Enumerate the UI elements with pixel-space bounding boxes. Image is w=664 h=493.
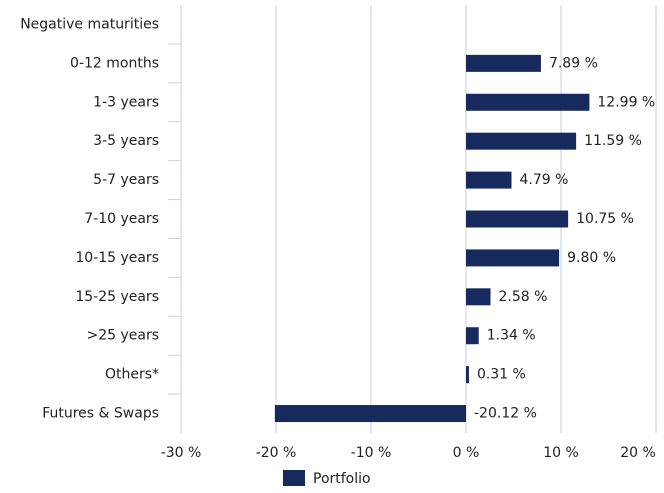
legend-label: Portfolio bbox=[313, 471, 371, 487]
bar bbox=[466, 54, 541, 72]
data-label: 11.59 % bbox=[584, 133, 642, 149]
y-tick-label: 3-5 years bbox=[93, 133, 159, 149]
data-label: 4.79 % bbox=[520, 172, 569, 188]
bar bbox=[466, 288, 491, 306]
data-label: -20.12 % bbox=[474, 406, 537, 422]
y-tick-label: 7-10 years bbox=[84, 211, 159, 227]
bar bbox=[466, 132, 577, 150]
x-tick-label: -10 % bbox=[351, 445, 392, 461]
y-tick-label: 0-12 months bbox=[70, 55, 159, 71]
bar bbox=[466, 249, 560, 267]
bar bbox=[466, 93, 590, 111]
data-label: 0.31 % bbox=[477, 367, 526, 383]
x-tick-label: -30 % bbox=[161, 445, 202, 461]
data-label: 2.58 % bbox=[499, 289, 548, 305]
y-tick-label: Others* bbox=[105, 367, 159, 383]
x-tick-label: -20 % bbox=[256, 445, 297, 461]
legend-swatch bbox=[283, 470, 305, 486]
x-tick-label: 10 % bbox=[543, 445, 579, 461]
y-tick-label: 1-3 years bbox=[93, 94, 159, 110]
bar bbox=[466, 327, 479, 345]
x-tick-label: 0 % bbox=[453, 445, 480, 461]
y-tick-label: Futures & Swaps bbox=[42, 406, 159, 422]
data-label: 1.34 % bbox=[487, 328, 536, 344]
bar bbox=[274, 405, 466, 423]
y-tick-label: 10-15 years bbox=[75, 250, 159, 266]
data-label: 7.89 % bbox=[549, 55, 598, 71]
data-label: 9.80 % bbox=[567, 250, 616, 266]
bar bbox=[466, 171, 512, 189]
data-label: 12.99 % bbox=[597, 94, 655, 110]
bar bbox=[466, 366, 469, 384]
y-tick-label: >25 years bbox=[86, 328, 159, 344]
x-tick-label: 20 % bbox=[620, 445, 656, 461]
y-tick-label: 15-25 years bbox=[75, 289, 159, 305]
y-tick-label: 5-7 years bbox=[93, 172, 159, 188]
y-tick-label: Negative maturities bbox=[20, 16, 159, 32]
data-label: 10.75 % bbox=[576, 211, 634, 227]
bar bbox=[466, 210, 569, 228]
